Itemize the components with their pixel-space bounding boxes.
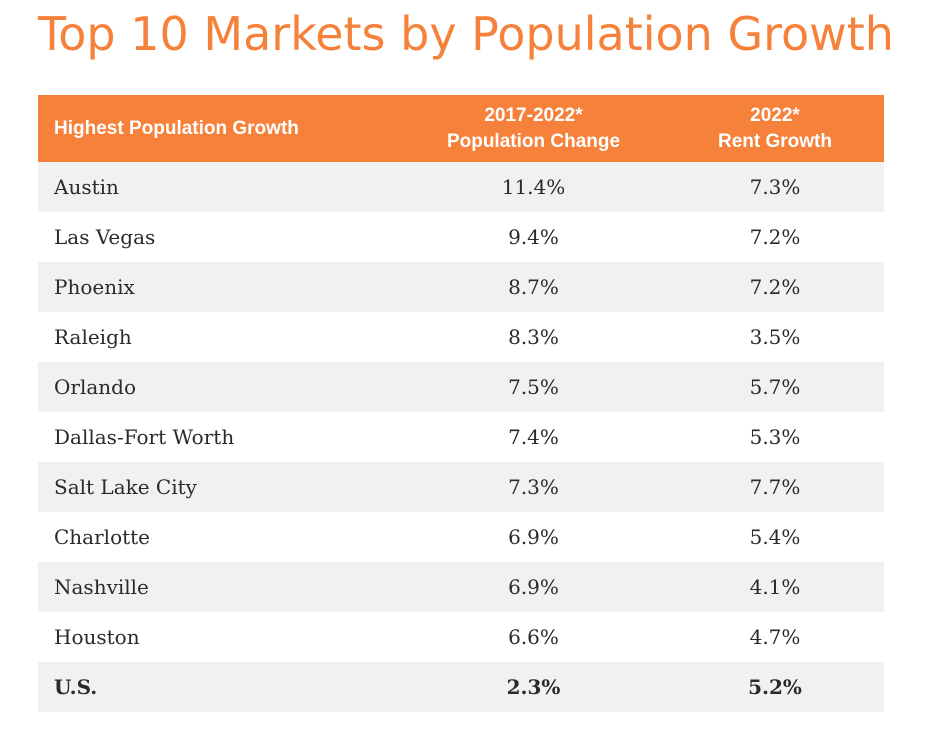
column-header-population-period: 2017-2022* [484, 104, 583, 126]
table-body: Austin 11.4% 7.3% Las Vegas 9.4% 7.2% Ph… [38, 162, 884, 712]
population-change-value: 6.9% [508, 575, 559, 599]
market-name: U.S. [54, 675, 98, 699]
table-header: Highest Population Growth 2017-2022* Pop… [38, 95, 884, 162]
market-name: Salt Lake City [54, 475, 197, 499]
table-row: Nashville 6.9% 4.1% [38, 562, 884, 612]
table-row: Austin 11.4% 7.3% [38, 162, 884, 212]
rent-growth-value: 5.2% [748, 675, 802, 699]
market-name: Orlando [54, 375, 137, 399]
population-change-value: 11.4% [501, 175, 566, 199]
rent-growth-value: 3.5% [749, 325, 801, 349]
table-row: Charlotte 6.9% 5.4% [38, 512, 884, 562]
rent-growth-value: 5.7% [749, 375, 801, 399]
rent-growth-value: 4.7% [749, 625, 801, 649]
population-change-value: 8.7% [508, 275, 559, 299]
rent-growth-value: 7.7% [749, 475, 801, 499]
markets-table: Highest Population Growth 2017-2022* Pop… [38, 95, 884, 712]
rent-growth-value: 4.1% [749, 575, 801, 599]
column-header-market: Highest Population Growth [54, 117, 299, 139]
population-change-value: 2.3% [506, 675, 561, 699]
market-name: Nashville [54, 575, 149, 599]
table-row-us-total: U.S. 2.3% 5.2% [38, 662, 884, 712]
table-row: Dallas-Fort Worth 7.4% 5.3% [38, 412, 884, 462]
table-row: Las Vegas 9.4% 7.2% [38, 212, 884, 262]
table-header-row: Highest Population Growth 2017-2022* Pop… [38, 95, 884, 162]
column-header-population-change: 2017-2022* Population Change [401, 95, 666, 162]
column-header-rent-label: Rent Growth [718, 130, 832, 152]
table-row: Phoenix 8.7% 7.2% [38, 262, 884, 312]
rent-growth-value: 7.2% [749, 225, 801, 249]
column-header-rent-period: 2022* [750, 104, 800, 126]
rent-growth-value: 5.4% [749, 525, 801, 549]
population-change-value: 7.4% [508, 425, 559, 449]
table-row: Orlando 7.5% 5.7% [38, 362, 884, 412]
rent-growth-value: 7.3% [749, 175, 801, 199]
market-name: Phoenix [54, 275, 135, 299]
market-name: Austin [54, 175, 119, 199]
population-change-value: 7.5% [508, 375, 559, 399]
market-name: Charlotte [54, 525, 151, 549]
table-row: Raleigh 8.3% 3.5% [38, 312, 884, 362]
market-name: Las Vegas [54, 225, 156, 249]
table-row: Salt Lake City 7.3% 7.7% [38, 462, 884, 512]
column-header-rent-growth: 2022* Rent Growth [666, 95, 884, 162]
market-name: Dallas-Fort Worth [54, 425, 235, 449]
market-name: Houston [54, 625, 140, 649]
population-change-value: 7.3% [508, 475, 559, 499]
market-name: Raleigh [54, 325, 132, 349]
column-header-population-label: Population Change [446, 130, 621, 152]
population-change-value: 6.6% [508, 625, 559, 649]
rent-growth-value: 5.3% [749, 425, 801, 449]
table-row: Houston 6.6% 4.7% [38, 612, 884, 662]
population-change-value: 8.3% [508, 325, 559, 349]
population-change-value: 9.4% [508, 225, 559, 249]
page-title: Top 10 Markets by Population Growth [38, 7, 894, 61]
rent-growth-value: 7.2% [749, 275, 801, 299]
population-change-value: 6.9% [508, 525, 559, 549]
